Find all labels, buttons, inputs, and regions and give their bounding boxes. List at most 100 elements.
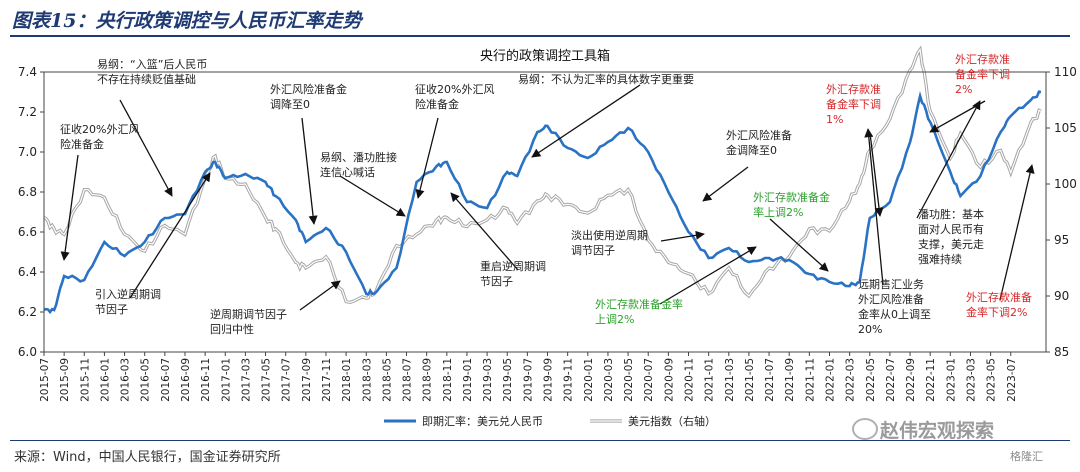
x-tick-label: 2016-05 bbox=[140, 358, 152, 402]
x-tick-label: 2016-01 bbox=[99, 358, 111, 402]
figure-title: 图表15：央行政策调控与人民币汇率走势 bbox=[12, 10, 362, 32]
x-tick-label: 2020-11 bbox=[684, 358, 696, 402]
x-tick-label: 2021-03 bbox=[724, 358, 736, 402]
annotation-line: 外汇存款准备金率 bbox=[595, 297, 683, 311]
chart-title: 央行的政策调控工具箱 bbox=[480, 48, 610, 64]
x-tick-label: 2018-09 bbox=[422, 358, 434, 402]
annotation-text: 淡出使用逆周期调节因子 bbox=[571, 228, 648, 257]
y-left-tick-label: 6.4 bbox=[18, 265, 37, 279]
annotation-arrow bbox=[301, 117, 318, 225]
x-tick-label: 2020-01 bbox=[583, 358, 595, 402]
annotation-line: 易纲、潘功胜接 bbox=[320, 150, 397, 164]
y-left-tick-label: 6.2 bbox=[18, 305, 37, 319]
y-right-tick-label: 100 bbox=[1054, 177, 1077, 191]
x-tick-label: 2019-03 bbox=[482, 358, 494, 402]
x-tick-label: 2015-07 bbox=[39, 358, 51, 402]
annotation-line: 淡出使用逆周期 bbox=[571, 228, 648, 242]
x-tick-label: 2016-11 bbox=[200, 358, 212, 402]
annotation-arrow bbox=[339, 175, 406, 217]
legend-label-dollar-index: 美元指数（右轴） bbox=[628, 414, 716, 428]
x-tick-label: 2022-05 bbox=[865, 358, 877, 402]
annotation-line: 引入逆周期调 bbox=[95, 287, 161, 301]
x-tick-label: 2020-05 bbox=[623, 358, 635, 402]
annotation-line: 1% bbox=[826, 113, 843, 126]
y-left-tick-label: 7.0 bbox=[18, 145, 37, 159]
y-left-tick-label: 7.4 bbox=[18, 65, 37, 79]
annotation-arrow bbox=[129, 172, 211, 299]
annotation-text: 征收20%外汇风险准备金 bbox=[60, 122, 139, 151]
annotation-line: 强难持续 bbox=[918, 252, 962, 266]
x-tick-label: 2020-07 bbox=[643, 358, 655, 402]
x-tick-label: 2022-07 bbox=[885, 358, 897, 402]
annotation-line: 金率下调2% bbox=[966, 305, 1027, 319]
annotation-line: 节因子 bbox=[480, 275, 513, 288]
annotation-line: 重启逆周期调 bbox=[480, 259, 546, 273]
annotation-line: 外汇风险准备金 bbox=[270, 82, 347, 96]
x-tick-label: 2022-11 bbox=[925, 358, 937, 402]
x-tick-label: 2019-07 bbox=[522, 358, 534, 402]
plot-frame bbox=[43, 71, 1047, 353]
x-tick-label: 2021-09 bbox=[784, 358, 796, 402]
annotation-line: 外汇存款准 bbox=[826, 82, 881, 96]
annotation-line: 调降至0 bbox=[270, 97, 310, 111]
annotation-arrow bbox=[864, 128, 884, 286]
y-right-tick-label: 85 bbox=[1054, 345, 1069, 359]
y-right-tick-label: 110 bbox=[1054, 65, 1077, 79]
annotation-arrow bbox=[119, 99, 173, 197]
annotation-line: 征收20%外汇风 bbox=[415, 82, 494, 96]
annotation-line: 险准备金 bbox=[60, 137, 104, 151]
x-tick-label: 2019-01 bbox=[462, 358, 474, 402]
annotation-arrow bbox=[531, 84, 641, 158]
annotation-line: 不存在持续贬值基础 bbox=[97, 72, 196, 86]
x-tick-label: 2022-03 bbox=[845, 358, 857, 402]
y-right-tick-label: 90 bbox=[1054, 289, 1069, 303]
annotation-arrow bbox=[929, 100, 986, 133]
annotation-line: 调节因子 bbox=[571, 244, 615, 257]
x-tick-label: 2017-07 bbox=[281, 358, 293, 402]
x-tick-label: 2016-09 bbox=[180, 358, 192, 402]
annotation-arrow bbox=[659, 246, 757, 305]
annotation-line: 外汇风险准备 bbox=[726, 128, 792, 142]
x-tick-label: 2020-03 bbox=[603, 358, 615, 402]
x-tick-label: 2016-07 bbox=[160, 358, 172, 402]
annotation-text: 征收20%外汇风险准备金 bbox=[415, 82, 494, 111]
annotation-line: 金率从0上调至 bbox=[858, 307, 931, 321]
annotation-line: 逆周期调节因子 bbox=[210, 307, 287, 321]
annotation-arrow bbox=[769, 218, 829, 272]
source-note: 来源：Wind，中国人民银行，国金证券研究所 bbox=[14, 450, 281, 465]
watermark-small: 格隆汇 bbox=[1010, 450, 1043, 463]
x-tick-label: 2023-07 bbox=[1006, 358, 1018, 402]
wechat-icon bbox=[852, 418, 878, 440]
annotation-line: 20% bbox=[858, 323, 882, 336]
annotation-arrow bbox=[60, 154, 79, 261]
annotation-arrow bbox=[869, 132, 884, 217]
annotation-line: 备金率下调 bbox=[826, 97, 881, 111]
legend: 即期汇率：美元兑人民币 美元指数（右轴） bbox=[384, 414, 716, 428]
annotation-line: 险准备金 bbox=[415, 97, 459, 111]
annotations: 易纲：“入篮”后人民币不存在持续贬值基础征收20%外汇风险准备金外汇风险准备金调… bbox=[60, 52, 1035, 336]
annotation-line: 率上调2% bbox=[753, 205, 803, 219]
annotation-text: 引入逆周期调节因子 bbox=[95, 287, 161, 316]
x-tick-label: 2021-07 bbox=[764, 358, 776, 402]
x-tick-label: 2015-11 bbox=[79, 358, 91, 402]
x-tick-label: 2018-01 bbox=[341, 358, 353, 402]
annotation-text: 易纲、潘功胜接连信心喊话 bbox=[320, 150, 397, 179]
annotation-line: 易纲：不认为汇率的具体数字更重要 bbox=[518, 72, 694, 86]
annotation-text: 远期售汇业务外汇风险准备金率从0上调至 20% bbox=[858, 277, 931, 336]
x-tick-label: 2017-05 bbox=[261, 358, 273, 402]
x-tick-label: 2019-09 bbox=[543, 358, 555, 402]
annotation-arrow bbox=[299, 280, 341, 311]
x-tick-label: 2021-05 bbox=[744, 358, 756, 402]
y-right-tick-label: 105 bbox=[1054, 121, 1077, 135]
x-tick-label: 2017-11 bbox=[321, 358, 333, 402]
y-left-tick-label: 6.8 bbox=[18, 185, 37, 199]
annotation-line: 备金率下调 bbox=[955, 67, 1010, 81]
legend-label-exchange-rate: 即期汇率：美元兑人民币 bbox=[422, 414, 543, 428]
annotation-line: 外汇存款准备金 bbox=[753, 190, 830, 204]
x-tick-label: 2023-03 bbox=[965, 358, 977, 402]
annotation-text: 外汇存款准备金率下调2% bbox=[966, 290, 1032, 319]
y-left-tick-label: 7.2 bbox=[18, 105, 37, 119]
annotation-arrow bbox=[999, 164, 1035, 301]
annotation-line: 外汇存款准 bbox=[955, 52, 1010, 66]
